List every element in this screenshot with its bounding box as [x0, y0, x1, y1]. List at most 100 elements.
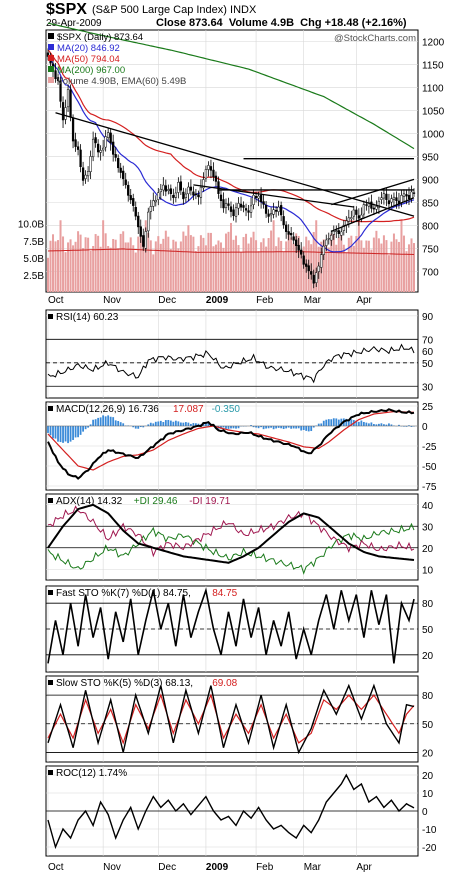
macd-histogram-bar: [152, 423, 155, 426]
price-candle-body: [86, 171, 90, 177]
volume-bar: [315, 220, 318, 292]
volume-bar: [124, 242, 127, 292]
ticker-label: $SPX: [46, 1, 87, 18]
macd-histogram-bar: [112, 417, 115, 426]
volume-bar: [209, 232, 212, 292]
price-ytick-label: 700: [422, 267, 439, 278]
price-candle-body: [119, 167, 122, 173]
price-candle-body: [272, 209, 275, 215]
price-candle-body: [179, 181, 183, 191]
price-candle-body: [162, 184, 165, 191]
price-candle-body: [412, 192, 416, 194]
macd-histogram-bar: [378, 423, 380, 426]
macd-histogram-bar: [295, 426, 298, 429]
price-candle-body: [114, 154, 117, 158]
volume-bar: [49, 240, 52, 292]
volume-bar: [240, 252, 243, 292]
price-trendline-5: [193, 184, 354, 208]
macd-histogram-bar: [410, 426, 413, 427]
macd-histogram-bar: [330, 419, 333, 426]
price-candle-body: [182, 191, 185, 200]
slow_sto-ytick-label: 80: [422, 691, 434, 702]
price-candle-body: [332, 230, 335, 235]
rsi-ytick-label: 50: [422, 359, 434, 370]
volume-bar: [59, 220, 62, 292]
macd-histogram-bar: [297, 426, 300, 429]
price-x-tick-label: Feb: [256, 295, 274, 306]
price-candle-body: [370, 201, 373, 209]
price-trendline-4: [331, 178, 415, 206]
volume-bar: [127, 242, 130, 292]
macd-histogram-bar: [325, 419, 328, 426]
macd-histogram-bar: [370, 422, 373, 426]
macd-histogram-bar: [270, 426, 273, 428]
price-candle-body: [134, 206, 137, 217]
volume-bar: [385, 240, 388, 292]
price-ytick-label: 900: [422, 175, 439, 186]
macd-histogram-bar: [257, 426, 260, 429]
macd-histogram-bar: [104, 416, 107, 426]
index-full-name: (S&P 500 Large Cap Index): [92, 4, 227, 16]
volume-bar: [370, 249, 373, 292]
rsi-title: RSI(14) 60.23: [56, 312, 119, 323]
volume-bar: [395, 239, 398, 292]
bottom-x-tick-label: Mar: [304, 862, 322, 873]
adx-title-part-0: ADX(14) 14.32: [56, 496, 123, 507]
macd-histogram-bar: [408, 425, 410, 426]
price-candle-body: [54, 70, 57, 80]
price-candle-body: [312, 274, 315, 284]
price-candle-body: [310, 271, 313, 275]
price-candle-body: [390, 198, 393, 203]
macd-histogram-bar: [345, 418, 348, 426]
volume-bar: [224, 233, 227, 292]
legend-entry: $SPX (Daily) 873.64: [57, 32, 143, 43]
date-label: 29-Apr-2009: [46, 18, 102, 29]
volume-bar: [187, 225, 190, 292]
macd-histogram-bar: [332, 418, 335, 426]
macd-histogram-bar: [355, 420, 358, 426]
macd-histogram-bar: [162, 422, 165, 426]
bottom-x-tick-label: Apr: [356, 862, 372, 873]
price-candle-body: [169, 188, 172, 194]
price-candle-body: [59, 80, 62, 102]
bottom-x-tick-label: Dec: [158, 862, 176, 873]
price-candle-body: [410, 191, 413, 199]
macd-histogram-bar: [372, 424, 375, 426]
macd-title-part-0: MACD(12,26,9) 16.736: [56, 404, 159, 415]
volume-bar: [157, 236, 160, 292]
volume-bar: [312, 231, 315, 292]
roc-ytick-label: 10: [422, 789, 434, 800]
volume-bar: [114, 239, 117, 292]
volume-bar: [199, 235, 202, 292]
ma200-line: [47, 22, 415, 150]
rsi-panel-frame: [45, 309, 419, 399]
price-candle-body: [81, 167, 85, 181]
price-candle-body: [320, 254, 323, 268]
price-candle-body: [285, 224, 288, 232]
price-candle-body: [112, 141, 115, 155]
volume-bar: [222, 247, 225, 292]
price-candle-body: [104, 136, 107, 148]
volume-bar: [154, 241, 157, 292]
price-x-tick-label: Mar: [304, 295, 322, 306]
volume-bar: [89, 250, 92, 292]
price-x-tick-label: Oct: [48, 295, 64, 306]
macd-histogram-bar: [182, 422, 185, 426]
volume-bar: [64, 252, 67, 292]
volume-bar: [54, 241, 57, 292]
volume-bar: [109, 247, 112, 292]
price-candle-body: [157, 192, 160, 200]
price-candle-body: [69, 89, 72, 118]
macd-histogram-bar: [164, 420, 167, 426]
macd-histogram-bar: [147, 424, 150, 426]
price-candle-body: [352, 209, 355, 217]
price-candle-body: [277, 206, 280, 212]
volume-bar: [97, 235, 100, 292]
macd-title-swatch: [48, 406, 53, 411]
slow_sto-title-part-1: 69.08: [212, 678, 237, 689]
price-candle-body: [300, 249, 303, 255]
macd-histogram-bar: [375, 424, 378, 426]
volume-bar: [242, 237, 245, 292]
volume-bar: [255, 240, 258, 292]
volume-bar: [340, 234, 343, 292]
